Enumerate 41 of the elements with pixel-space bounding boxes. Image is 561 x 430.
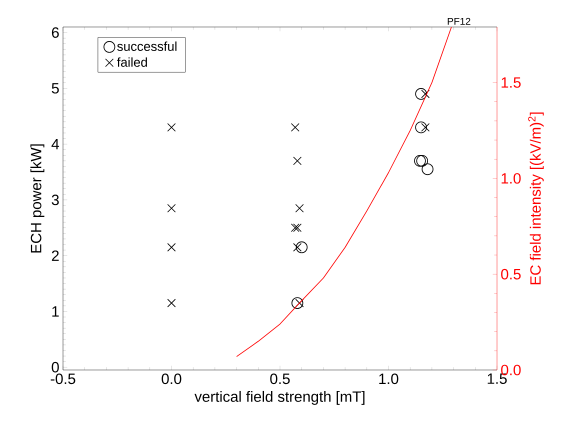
point bbox=[295, 204, 304, 213]
x-tick-label: -0.5 bbox=[50, 374, 76, 384]
point bbox=[421, 90, 430, 98]
point bbox=[414, 154, 426, 167]
point bbox=[415, 88, 427, 100]
point bbox=[290, 224, 300, 232]
line-series bbox=[236, 26, 452, 357]
point bbox=[415, 122, 427, 134]
y-tick-label: 5 bbox=[52, 83, 59, 94]
x-tick-label: 0.5 bbox=[270, 374, 290, 384]
point bbox=[293, 156, 302, 166]
y2-tick-label: 1.5 bbox=[502, 77, 521, 88]
y-tick-label: 0 bbox=[52, 362, 59, 372]
text: PF12 bbox=[448, 18, 470, 25]
x-tick-label: 0.0 bbox=[162, 374, 182, 384]
point bbox=[167, 204, 176, 213]
point bbox=[167, 243, 176, 252]
y2-axis-title: EC field intensity [(kV/m)$^{2}$] bbox=[528, 112, 544, 284]
point bbox=[291, 297, 304, 309]
legend-label: successful bbox=[117, 41, 176, 51]
point bbox=[293, 224, 302, 232]
y-axis-title: ECH power [kW] bbox=[30, 144, 44, 252]
point bbox=[296, 241, 308, 254]
y-tick-label: 4 bbox=[52, 138, 60, 150]
x-tick-label: 1.0 bbox=[379, 374, 398, 384]
point bbox=[416, 154, 428, 167]
point bbox=[421, 123, 430, 132]
x-axis-title: vertical field strength [mT] bbox=[194, 390, 364, 405]
point bbox=[422, 163, 434, 176]
y2-tick-label: 1.0 bbox=[502, 173, 521, 184]
x-tick-label: 1.5 bbox=[488, 374, 507, 384]
point bbox=[290, 123, 300, 132]
y-tick-label: 6 bbox=[52, 27, 59, 38]
point bbox=[167, 123, 176, 132]
y-tick-label: 3 bbox=[52, 194, 59, 206]
y-tick-label: 1 bbox=[52, 306, 59, 317]
y-tick-label: 2 bbox=[52, 250, 59, 261]
point bbox=[167, 298, 176, 308]
legend-label: failed bbox=[117, 57, 147, 67]
y2-tick-label: 0.5 bbox=[501, 268, 521, 280]
y2-tick-label: 0.0 bbox=[501, 364, 521, 376]
